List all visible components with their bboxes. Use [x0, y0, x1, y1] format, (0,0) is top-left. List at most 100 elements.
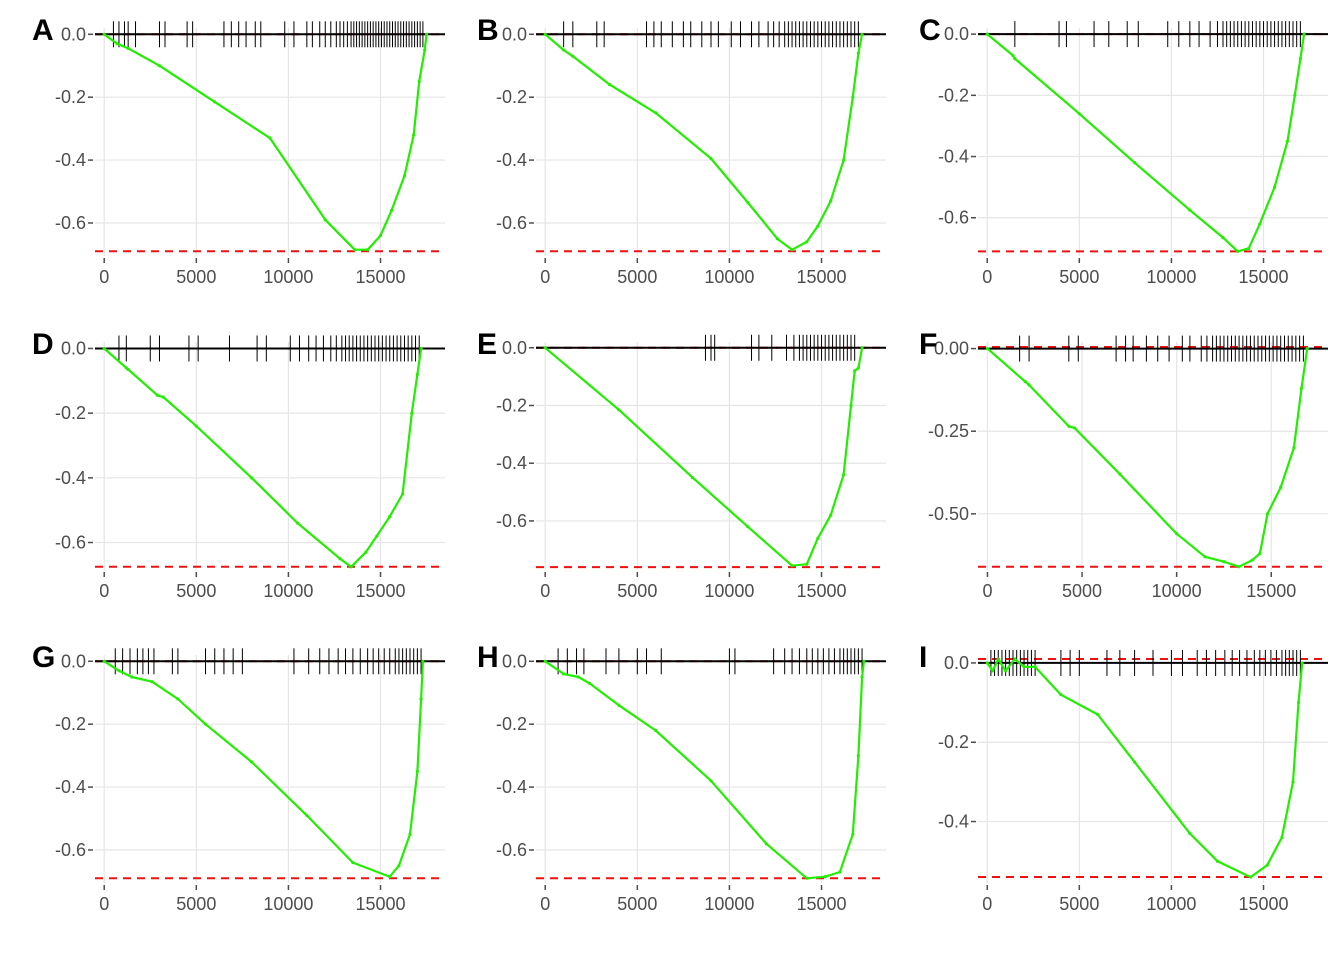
panel-h-y-tick-label: -0.6	[496, 840, 527, 860]
panel-i-tag: I	[919, 641, 927, 674]
panel-f-es-point	[1265, 512, 1270, 516]
panel-d-es-curve	[103, 347, 423, 568]
panel-i-es-point	[1215, 859, 1220, 863]
panel-b-x-tick-label: 5000	[617, 267, 657, 287]
panel-e-es-point	[805, 562, 809, 566]
panel-f: 0.00 -0.25 -0.50 0 5000 10000 15000 F	[919, 328, 1328, 601]
panel-c-es-point	[1258, 222, 1262, 226]
panel-h-es-point	[851, 832, 855, 836]
panel-b-es-point	[709, 156, 713, 161]
panel-a-x-tick-label: 15000	[355, 267, 405, 287]
panel-c-es-curve	[986, 33, 1306, 253]
panel-a-y-tick-label: 0.0	[61, 24, 86, 44]
panel-h-es-point	[764, 842, 768, 846]
panel-a-es-point	[353, 248, 357, 252]
panel-a-es-point	[268, 136, 272, 140]
panel-c-es-point	[985, 32, 989, 36]
panel-b-es-point	[571, 54, 575, 58]
panel-e-y-tick-label: -0.6	[496, 511, 527, 531]
panel-a-y-tick-label: -0.2	[55, 87, 86, 107]
panel-d-es-point	[249, 476, 254, 480]
panel-d-y-tick-label: 0.0	[61, 338, 86, 358]
panel-b-es-point	[829, 199, 833, 203]
panel-i-es-point	[1265, 863, 1269, 867]
panel-g-es-point	[305, 813, 309, 817]
panel-g-es-point	[421, 659, 425, 663]
panel-e-es-curve	[544, 346, 864, 567]
panel-b-x-tick-label: 15000	[796, 267, 846, 287]
panel-h-x-tick-label: 10000	[704, 894, 754, 914]
panel-i-es-point	[1022, 665, 1026, 669]
panel-i-y-tick-label: -0.4	[938, 812, 969, 832]
panel-e-es-point	[690, 476, 695, 480]
panel-c-es-point	[1236, 249, 1240, 254]
panel-g-es-point	[351, 860, 355, 865]
panel-f-es-point	[1067, 424, 1071, 428]
panel-i-x-tick-label: 5000	[1059, 894, 1099, 914]
panel-d-es-point	[364, 550, 368, 554]
panel-b-es-point	[608, 83, 612, 87]
panel-d-es-point	[349, 565, 353, 569]
panel-h-y-tick-label: -0.2	[496, 714, 527, 734]
panel-h-es-point	[562, 672, 566, 676]
panel-i-es-point	[1132, 760, 1137, 764]
panel-e-x-tick-label: 5000	[617, 581, 657, 601]
panel-g-x-tick-label: 10000	[263, 894, 313, 914]
panel-i-es-point	[1013, 657, 1017, 661]
panel-c-y-tick-label: -0.6	[938, 208, 969, 228]
panel-b-es-point	[746, 200, 750, 205]
panel-c-es-point	[1188, 208, 1192, 212]
panel-f-es-point	[1258, 551, 1262, 556]
panel-e-es-point	[790, 564, 794, 568]
panel-a-es-point	[102, 32, 106, 36]
panel-i-es-point	[1300, 661, 1304, 665]
panel-c-x-tick-label: 15000	[1238, 267, 1288, 287]
panel-f-es-point	[985, 347, 990, 351]
panel-d-x-tick-label: 5000	[176, 581, 216, 601]
panel-c-es-point	[1293, 93, 1297, 97]
panel-e-es-point	[617, 408, 621, 412]
panel-b-es-point	[543, 32, 547, 36]
panel-h-x-tick-label: 0	[540, 894, 550, 914]
panel-i-es-point	[1296, 700, 1301, 705]
panel-e-es-point	[853, 369, 857, 373]
panel-c-x-tick-label: 10000	[1146, 267, 1196, 287]
panel-i: 0.0 -0.2 -0.4 0 5000 10000 15000 I	[919, 641, 1328, 914]
panel-d-es-point	[401, 492, 405, 496]
panel-d: 0.0 -0.2 -0.4 -0.6 0 5000 10000 15000 D	[32, 328, 445, 601]
panel-d-y-tick-label: -0.6	[55, 533, 86, 553]
panel-g-es-point	[130, 675, 134, 679]
panel-h-es-point	[862, 659, 866, 663]
panel-a-es-point	[417, 79, 421, 84]
panel-i-y-tick-label: -0.2	[938, 732, 969, 752]
panel-g-x-tick-label: 0	[99, 894, 109, 914]
panel-f-y-tick-label: -0.50	[928, 504, 969, 524]
panel-f-es-point	[1023, 380, 1027, 384]
panel-c-es-point	[1285, 139, 1290, 143]
panel-e-y-tick-label: -0.2	[496, 395, 527, 415]
panel-a-es-point	[378, 233, 383, 238]
panel-a-es-point	[323, 218, 327, 222]
panel-e-y-tick-label: -0.4	[496, 453, 527, 473]
panel-f-x-tick-label: 15000	[1246, 581, 1296, 601]
panel-g-x-tick-label: 5000	[176, 894, 216, 914]
panel-i-x-tick-label: 10000	[1146, 894, 1196, 914]
panel-d-es-point	[388, 515, 392, 519]
panel-i-es-point	[991, 669, 995, 673]
panel-d-es-point	[102, 346, 106, 351]
panel-h-es-point	[576, 675, 580, 679]
panel-i-x-tick-label: 15000	[1238, 894, 1288, 914]
panel-f-y-tick-label: 0.00	[934, 339, 969, 359]
panel-b-y-tick-label: -0.4	[496, 150, 527, 170]
panel-e-es-point	[816, 536, 820, 540]
panel-h-tag: H	[477, 641, 499, 674]
panel-a-tag: A	[32, 14, 54, 47]
panel-g-es-point	[117, 669, 121, 673]
panel-a-es-point	[402, 174, 407, 178]
panel-d-y-tick-label: -0.2	[55, 403, 86, 423]
panel-c-es-point	[1302, 32, 1306, 36]
panel-a-x-tick-label: 5000	[176, 267, 216, 287]
panel-d-es-point	[415, 372, 419, 376]
panel-b-es-point	[805, 240, 809, 244]
panel-h-es-point	[709, 779, 713, 783]
